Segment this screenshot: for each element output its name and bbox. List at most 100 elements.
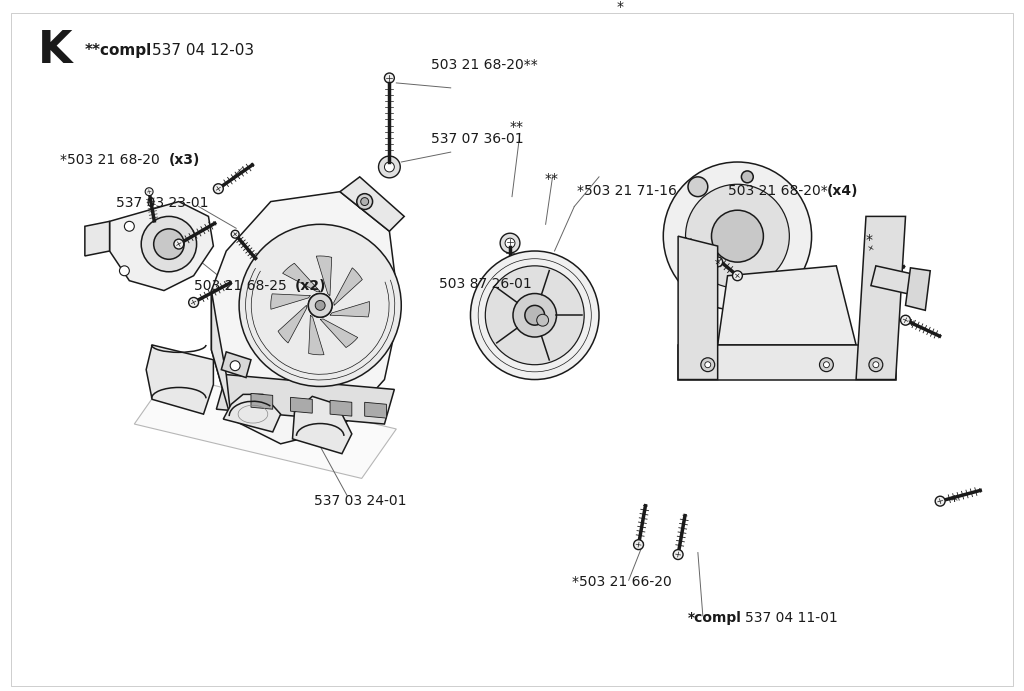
Text: 537 03 23-01: 537 03 23-01 [117, 196, 209, 209]
Circle shape [120, 266, 129, 276]
Polygon shape [134, 375, 396, 478]
Polygon shape [871, 266, 921, 296]
Text: 503 87 26-01: 503 87 26-01 [439, 276, 531, 291]
Polygon shape [279, 305, 306, 343]
Circle shape [239, 225, 401, 386]
Circle shape [900, 315, 910, 325]
Circle shape [700, 358, 715, 372]
Text: 503 21 68-25: 503 21 68-25 [194, 278, 287, 292]
Circle shape [145, 188, 153, 196]
Circle shape [713, 257, 723, 267]
Text: 503 21 68-20*: 503 21 68-20* [727, 184, 827, 198]
Circle shape [869, 358, 883, 372]
Circle shape [525, 305, 545, 325]
Circle shape [740, 191, 751, 202]
Circle shape [505, 237, 515, 247]
Polygon shape [211, 290, 231, 419]
Circle shape [384, 162, 394, 172]
Polygon shape [330, 301, 370, 317]
Text: *compl: *compl [688, 611, 741, 625]
Text: K: K [38, 29, 72, 72]
Text: **: ** [510, 120, 524, 135]
Polygon shape [330, 400, 352, 416]
Text: (x2): (x2) [295, 278, 326, 292]
Circle shape [872, 362, 879, 368]
Polygon shape [316, 256, 332, 296]
Circle shape [308, 294, 332, 317]
Circle shape [741, 171, 754, 183]
Polygon shape [223, 395, 281, 432]
Circle shape [308, 294, 332, 317]
Circle shape [174, 239, 183, 249]
Circle shape [673, 549, 683, 560]
Circle shape [732, 271, 742, 281]
Text: *503 21 71-16: *503 21 71-16 [578, 184, 677, 198]
Circle shape [384, 73, 394, 83]
Polygon shape [221, 352, 251, 377]
Circle shape [505, 238, 515, 248]
Polygon shape [678, 345, 896, 379]
Circle shape [379, 156, 400, 178]
Text: (x4): (x4) [826, 184, 858, 198]
Text: **: ** [545, 172, 559, 186]
Text: *503 21 68-20: *503 21 68-20 [60, 153, 160, 167]
Circle shape [634, 540, 643, 549]
Circle shape [124, 221, 134, 231]
Circle shape [360, 198, 369, 205]
Circle shape [712, 210, 763, 262]
Polygon shape [678, 236, 718, 379]
Circle shape [230, 361, 240, 370]
Circle shape [823, 362, 829, 368]
Polygon shape [293, 397, 352, 454]
Polygon shape [270, 294, 310, 310]
Polygon shape [365, 402, 386, 418]
Text: 537 04 11-01: 537 04 11-01 [745, 611, 838, 625]
Circle shape [485, 266, 584, 365]
Polygon shape [308, 315, 324, 354]
Polygon shape [216, 375, 394, 424]
Polygon shape [85, 221, 110, 256]
Circle shape [538, 271, 548, 281]
Circle shape [537, 314, 549, 326]
Polygon shape [321, 319, 357, 348]
Circle shape [188, 297, 199, 307]
Text: 503 21 68-20**: 503 21 68-20** [431, 58, 538, 72]
Polygon shape [718, 266, 856, 345]
Polygon shape [251, 393, 272, 409]
Text: **compl: **compl [85, 43, 153, 58]
Circle shape [819, 358, 834, 372]
Polygon shape [211, 191, 399, 444]
Polygon shape [856, 216, 905, 379]
Text: *: * [907, 318, 914, 332]
Circle shape [356, 193, 373, 209]
Circle shape [141, 216, 197, 272]
Circle shape [213, 184, 223, 193]
Circle shape [935, 496, 945, 506]
Text: (x3): (x3) [169, 153, 201, 167]
Text: *: * [866, 233, 873, 247]
Text: *: * [951, 494, 958, 508]
Text: *503 21 66-20: *503 21 66-20 [572, 575, 672, 589]
Circle shape [705, 362, 711, 368]
Circle shape [513, 294, 556, 337]
Text: 537 03 24-01: 537 03 24-01 [314, 494, 407, 508]
Text: 537 07 36-01: 537 07 36-01 [431, 132, 523, 146]
Polygon shape [146, 345, 213, 414]
Circle shape [470, 251, 599, 379]
Circle shape [688, 177, 708, 197]
Circle shape [315, 301, 326, 310]
Circle shape [685, 184, 790, 288]
Polygon shape [283, 263, 321, 292]
Circle shape [866, 243, 876, 253]
Polygon shape [334, 268, 362, 305]
Text: *: * [616, 0, 624, 14]
Text: 537 04 12-03: 537 04 12-03 [153, 43, 254, 58]
Polygon shape [340, 177, 404, 231]
Circle shape [500, 233, 520, 253]
Circle shape [231, 230, 239, 238]
Polygon shape [110, 202, 213, 290]
Polygon shape [291, 397, 312, 413]
Circle shape [664, 162, 812, 310]
Polygon shape [905, 268, 930, 310]
Circle shape [154, 229, 184, 259]
